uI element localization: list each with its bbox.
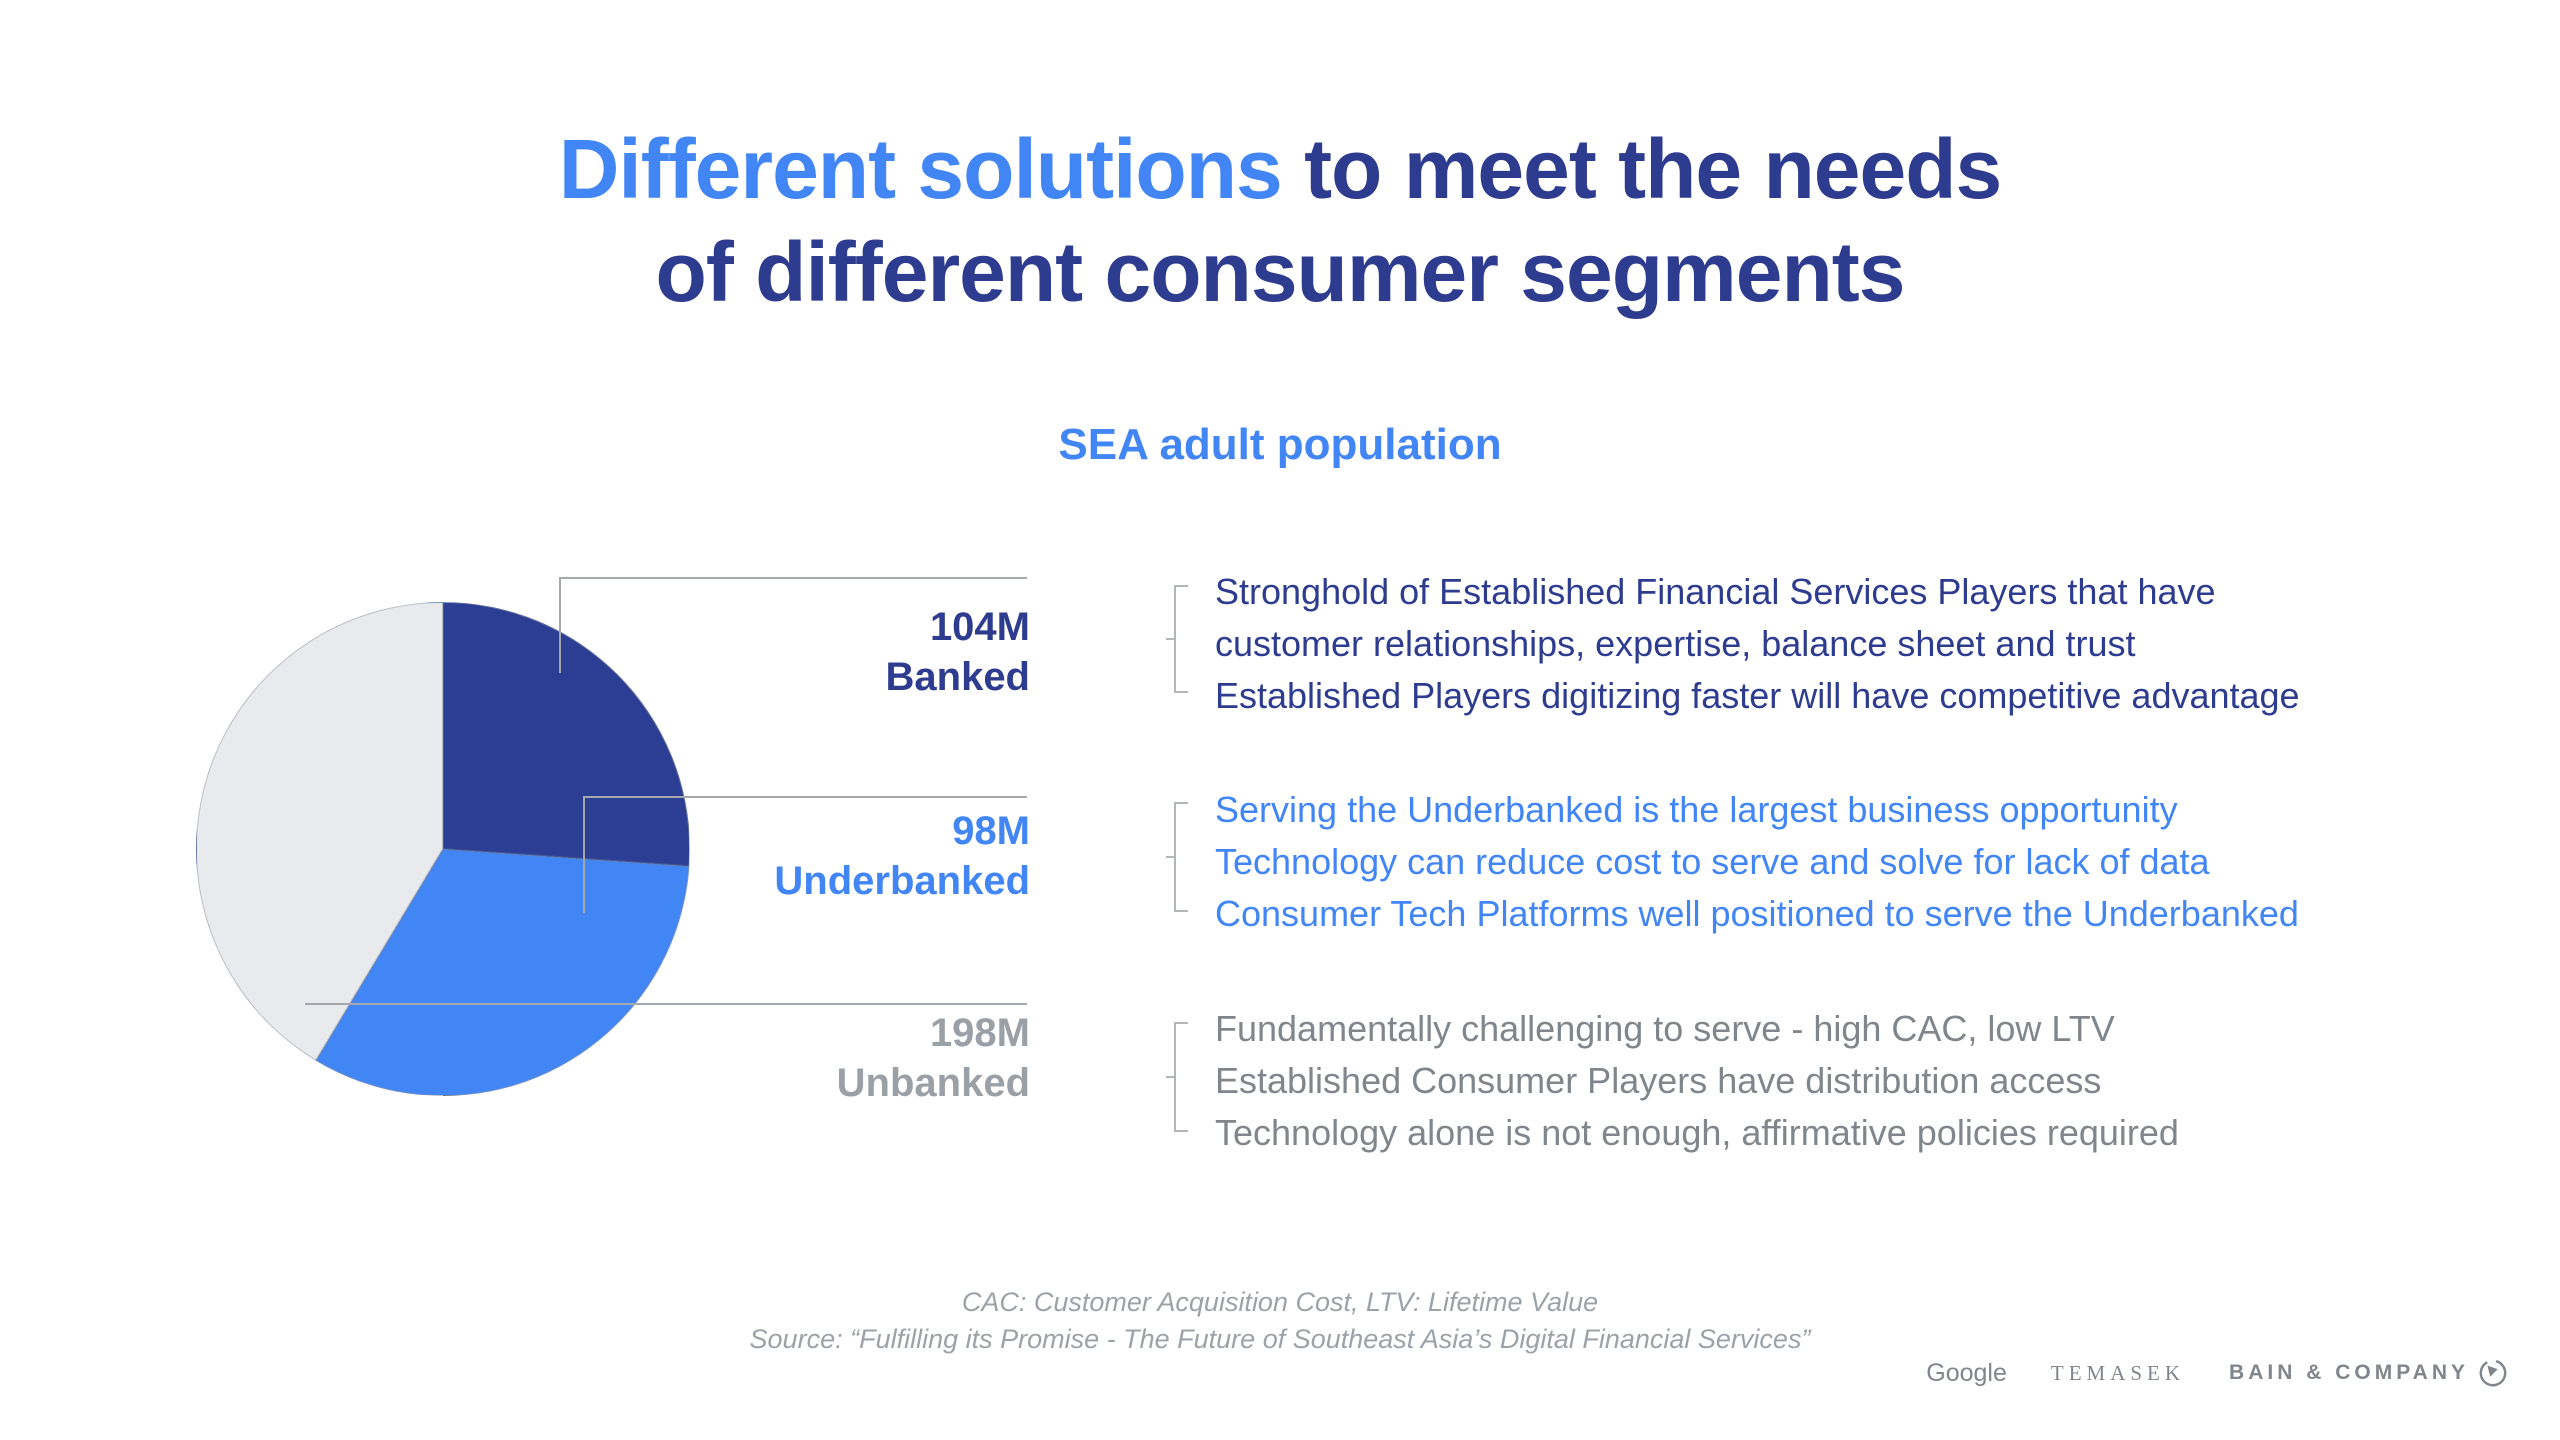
- callout-unbanked: 198M Unbanked: [837, 1008, 1030, 1108]
- leader-line-underbanked-v: [583, 796, 585, 913]
- chart-subtitle: SEA adult population: [1058, 420, 1502, 469]
- bracket-unbanked-tick: [1166, 1076, 1176, 1078]
- text-line: Consumer Tech Platforms well positioned …: [1215, 893, 2299, 934]
- callout-banked-name: Banked: [885, 655, 1031, 699]
- bain-compass-icon: [2479, 1359, 2507, 1387]
- text-line: Serving the Underbanked is the largest b…: [1215, 789, 2178, 830]
- pie-slice-divider: [442, 602, 444, 849]
- footnote-abbreviations: CAC: Customer Acquisition Cost, LTV: Lif…: [961, 1287, 1599, 1317]
- text-line: Technology alone is not enough, affirmat…: [1215, 1112, 2179, 1153]
- google-logo: Google: [1926, 1358, 2007, 1387]
- leader-line-banked-h: [559, 577, 1027, 579]
- bracket-unbanked: [1166, 1022, 1188, 1132]
- callout-banked-value: 104M: [929, 605, 1030, 649]
- logo-row: Google TEMASEK BAIN & COMPANY: [1926, 1358, 2508, 1388]
- callout-underbanked: 98M Underbanked: [774, 806, 1030, 906]
- text-line: Technology can reduce cost to serve and …: [1215, 841, 2210, 882]
- text-line: customer relationships, expertise, balan…: [1215, 623, 2136, 664]
- slide-title: Different solutions to meet the needs of…: [0, 118, 2560, 324]
- text-line: Established Players digitizing faster wi…: [1215, 675, 2300, 716]
- text-line: Established Consumer Players have distri…: [1215, 1060, 2102, 1101]
- bain-company-wordmark: BAIN & COMPANY: [2229, 1361, 2469, 1384]
- slide-title-rest: to meet the needs: [1281, 122, 2002, 216]
- text-line: Stronghold of Established Financial Serv…: [1215, 571, 2216, 612]
- slide-title-highlight: Different solutions: [558, 122, 1283, 216]
- leader-line-unbanked-h: [305, 1003, 1027, 1005]
- slide-title-line1: Different solutions to meet the needs: [0, 118, 2560, 221]
- text-block-unbanked: Fundamentally challenging to serve - hig…: [1215, 1003, 2505, 1159]
- bracket-underbanked: [1166, 802, 1188, 912]
- callout-unbanked-name: Unbanked: [836, 1061, 1030, 1105]
- leader-line-underbanked-h: [583, 796, 1027, 798]
- callout-unbanked-value: 198M: [929, 1011, 1030, 1055]
- bracket-underbanked-tick: [1166, 856, 1176, 858]
- bracket-banked: [1166, 585, 1188, 693]
- callout-underbanked-name: Underbanked: [774, 859, 1030, 903]
- footnote-source: Source: “Fulfilling its Promise - The Fu…: [749, 1324, 1811, 1354]
- slide-title-line2: of different consumer segments: [655, 225, 1906, 319]
- bain-company-logo: BAIN & COMPANY: [2229, 1358, 2508, 1388]
- callout-banked: 104M Banked: [886, 602, 1031, 702]
- footnotes: CAC: Customer Acquisition Cost, LTV: Lif…: [0, 1284, 2560, 1358]
- text-line: Fundamentally challenging to serve - hig…: [1215, 1008, 2115, 1049]
- text-block-banked: Stronghold of Established Financial Serv…: [1215, 566, 2505, 722]
- callout-underbanked-value: 98M: [952, 809, 1030, 853]
- bracket-banked-tick: [1166, 638, 1176, 640]
- temasek-logo: TEMASEK: [2050, 1360, 2186, 1385]
- leader-line-banked-v: [559, 577, 561, 673]
- text-block-underbanked: Serving the Underbanked is the largest b…: [1215, 784, 2505, 940]
- pie-chart: [196, 602, 690, 1096]
